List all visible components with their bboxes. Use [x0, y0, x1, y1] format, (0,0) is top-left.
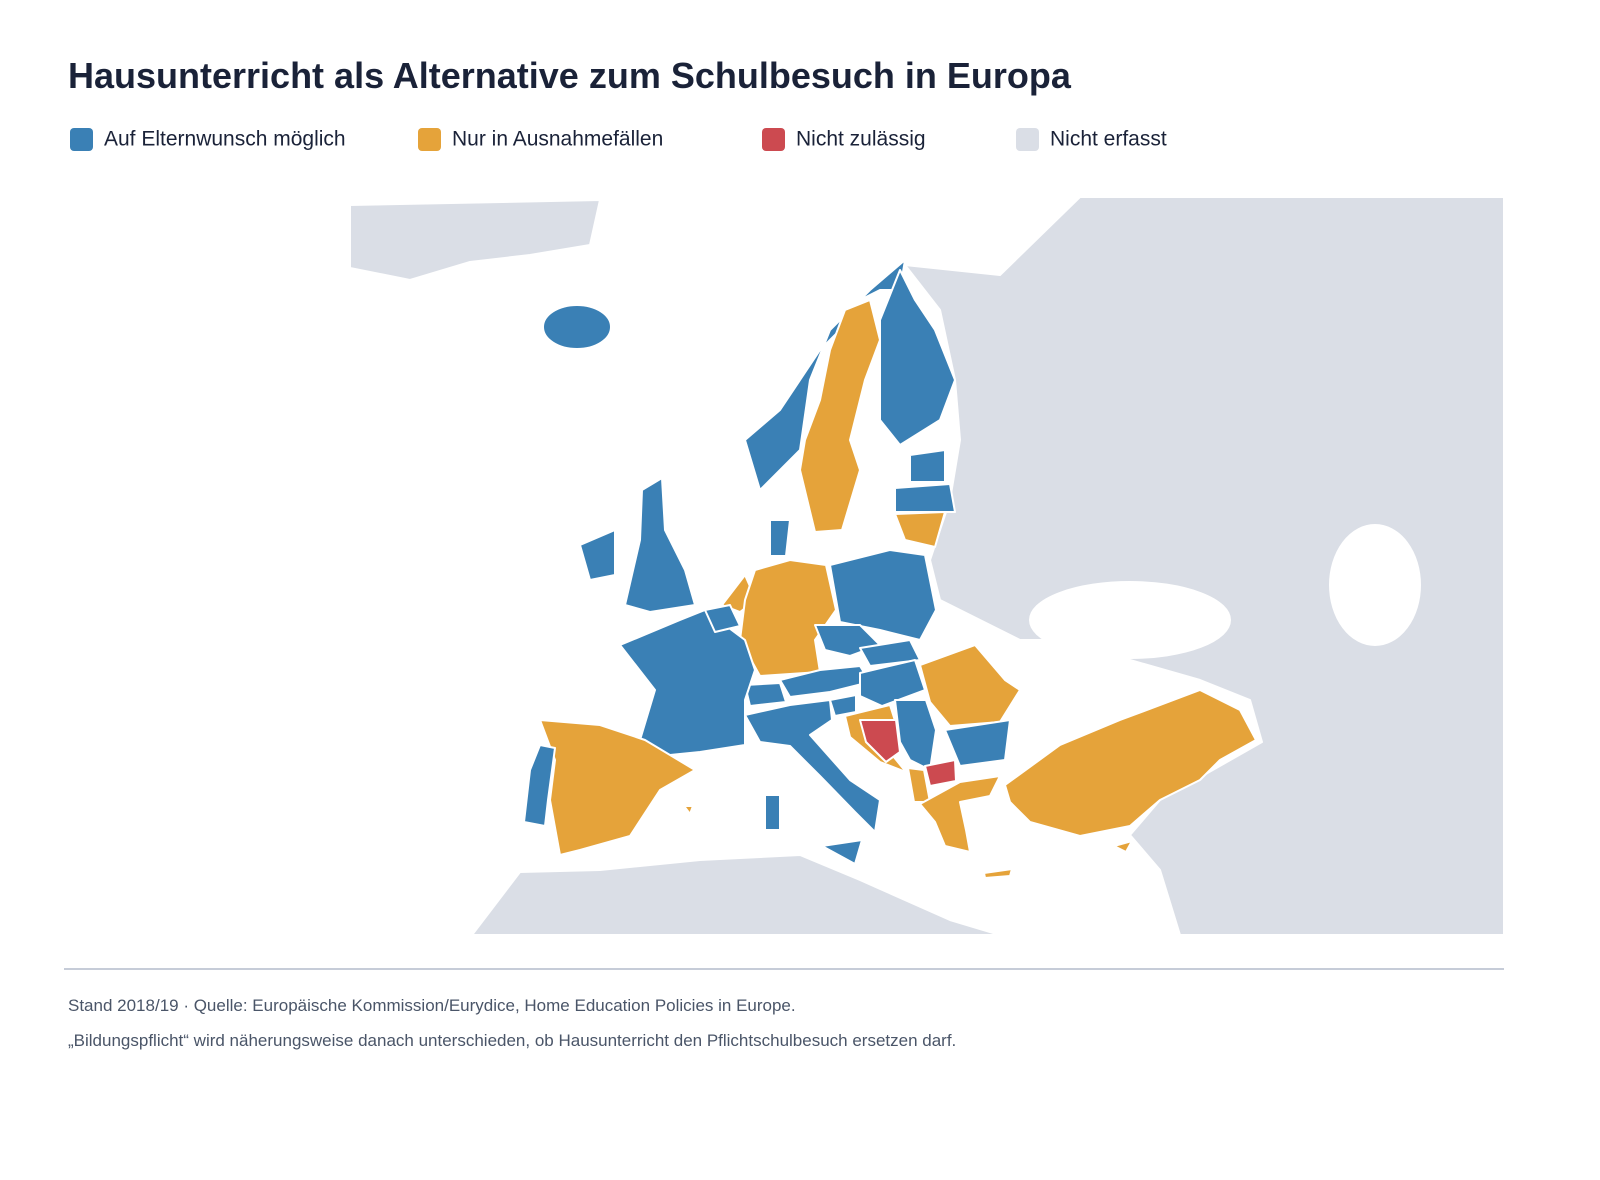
- country: [909, 449, 946, 483]
- country: [1004, 689, 1257, 837]
- sea: [1029, 581, 1231, 659]
- country: [944, 719, 1011, 767]
- land: [349, 199, 601, 281]
- country: [924, 759, 957, 787]
- country: [894, 483, 956, 513]
- land: [904, 196, 1505, 936]
- country: [523, 744, 556, 827]
- country: [821, 839, 863, 865]
- country: [769, 519, 791, 557]
- legend: Auf Elternwunsch möglich Nur in Ausnahmef…: [70, 128, 1167, 151]
- country: [579, 529, 616, 581]
- country: [683, 805, 694, 815]
- country: [619, 609, 756, 757]
- legend-label: Nicht zulässig: [796, 128, 926, 151]
- legend-label: Nur in Ausnahmefällen: [452, 128, 663, 151]
- country: [894, 511, 946, 548]
- country: [919, 644, 1021, 727]
- country: [859, 719, 901, 763]
- country: [859, 659, 926, 707]
- country: [919, 775, 1001, 853]
- country: [879, 269, 956, 446]
- legend-label: Auf Elternwunsch möglich: [104, 128, 346, 151]
- legend-label: Nicht erfasst: [1050, 128, 1167, 151]
- country: [859, 639, 921, 667]
- title: Hausunterricht als Alternative zum Schul…: [68, 55, 1072, 96]
- country: [624, 477, 696, 613]
- country: [983, 868, 1013, 879]
- country: [1113, 840, 1133, 853]
- legend-swatch: [1016, 128, 1039, 151]
- country: [744, 682, 787, 707]
- country: [539, 719, 696, 856]
- country: [829, 694, 857, 717]
- land: [471, 854, 1001, 936]
- legend-swatch: [762, 128, 785, 151]
- legend-swatch: [418, 128, 441, 151]
- note: Stand 2018/19 · Quelle: Europäische Komm…: [68, 996, 796, 1015]
- country: [829, 549, 937, 641]
- note: „Bildungspflicht“ wird näherungsweise da…: [68, 1031, 956, 1050]
- country: [764, 794, 781, 831]
- map: [349, 196, 1505, 936]
- sea: [1329, 524, 1421, 646]
- country: [894, 699, 937, 771]
- legend-swatch: [70, 128, 93, 151]
- country: [739, 559, 837, 677]
- country: [542, 304, 612, 350]
- country: [799, 299, 881, 533]
- country: [704, 604, 741, 633]
